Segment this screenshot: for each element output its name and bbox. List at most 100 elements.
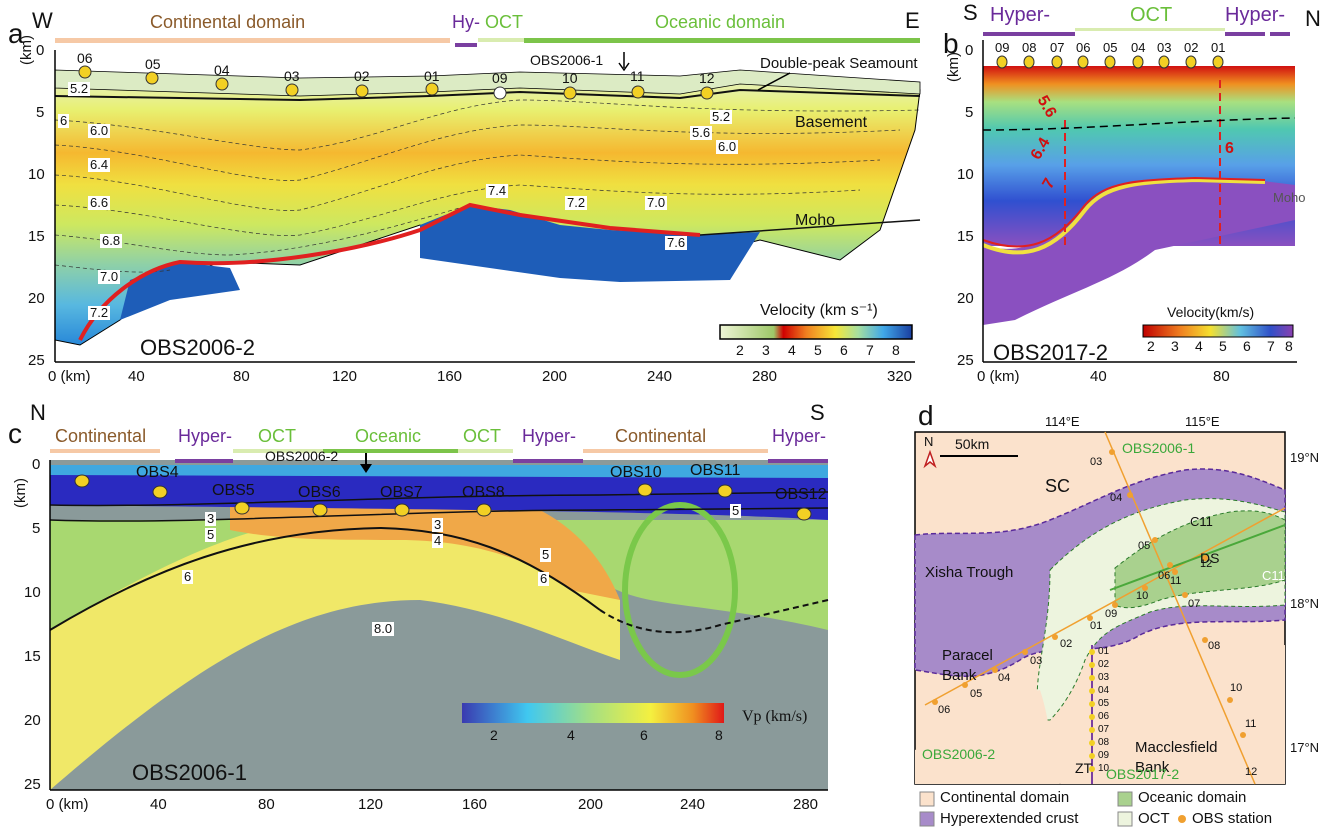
map-station-label: 01: [1090, 620, 1103, 632]
place-paracel-bank: Paracel Bank: [942, 647, 993, 684]
map-station-label: 05: [970, 688, 983, 700]
station-label: OBS7: [380, 484, 423, 501]
map-station-label: 03: [1098, 672, 1110, 683]
seamount-label: Double-peak Seamount: [760, 55, 918, 72]
colorbar-tick: 4: [567, 727, 575, 743]
station-label: OBS10: [610, 464, 662, 481]
place-c11: C11: [1190, 514, 1213, 529]
station-label: OBS8: [462, 484, 505, 501]
x-tick: 240: [647, 368, 673, 385]
x-tick: 160: [437, 368, 463, 385]
place-macclesfield-bank: Macclesfield Bank: [1135, 739, 1218, 776]
colorbar-tick: 6: [1243, 338, 1251, 354]
station-label: 02: [1184, 40, 1199, 55]
y-tick: 5: [32, 520, 41, 537]
station-label: OBS12: [775, 486, 827, 503]
contour-label: 7.4: [486, 183, 509, 198]
map-station-label: 06: [938, 704, 951, 716]
contour-label: 7.2: [565, 195, 588, 210]
panel-b-label: b: [943, 28, 959, 59]
map-station-label: 09: [1098, 750, 1110, 761]
contour-label: 5: [205, 527, 217, 542]
lat-tick: 18°N: [1290, 596, 1320, 611]
colorbar-title: Vp (km/s): [742, 708, 808, 725]
domain-label: OCT: [463, 426, 501, 446]
line-obs2006-1: OBS2006-1: [1122, 440, 1196, 456]
panel-a-graphic: [54, 38, 921, 363]
contour-label: 3: [205, 511, 217, 526]
north-arrow-label: N: [924, 434, 934, 449]
y-tick: 5: [965, 104, 974, 121]
y-tick: 0: [36, 42, 45, 59]
obs2006-2-marker: OBS2006-2: [265, 448, 339, 464]
north-label: N: [1305, 6, 1321, 31]
legend-hyper: Hyperextended crust: [940, 810, 1079, 827]
moho-label: Moho: [1273, 190, 1306, 205]
x-tick: 40: [150, 796, 167, 813]
place-ds: DS: [1200, 550, 1220, 566]
south-label: S: [810, 400, 825, 425]
contour-label: 6: [1225, 140, 1234, 157]
station-label: 06: [77, 50, 93, 66]
x-tick: 40: [128, 368, 145, 385]
south-label: S: [963, 0, 978, 25]
y-tick: 10: [28, 166, 45, 183]
panel-c-label: c: [8, 418, 22, 449]
line-obs2017-2: OBS2017-2: [1106, 766, 1180, 782]
y-tick: 25: [28, 352, 45, 369]
obs2006-1-marker: OBS2006-1: [530, 52, 604, 68]
x-tick: 80: [233, 368, 250, 385]
profile-name: OBS2017-2: [993, 340, 1108, 365]
contour-label: 6: [538, 571, 550, 586]
map-station-label: 10: [1230, 682, 1243, 694]
station-label: OBS4: [136, 464, 179, 481]
map-station-label: 03: [1090, 456, 1103, 468]
contour-label: 6.0: [88, 123, 111, 138]
place-xisha-trough: Xisha Trough: [925, 564, 1014, 581]
map-station-label: 12: [1200, 558, 1213, 570]
y-unit: (km): [945, 52, 962, 82]
east-label: E: [905, 8, 920, 33]
station-label: 01: [424, 68, 440, 84]
colorbar-tick: 8: [892, 342, 900, 358]
north-label: N: [30, 400, 46, 425]
domain-label: Hyper-: [522, 426, 577, 446]
scale-label: 50km: [955, 436, 990, 452]
colorbar-tick: 5: [1219, 338, 1227, 354]
y-tick: 20: [957, 290, 974, 307]
oct-label: OCT: [1130, 4, 1173, 26]
contour-label: 6: [58, 113, 70, 128]
legend-oceanic: Oceanic domain: [1138, 789, 1247, 806]
colorbar-tick: 2: [490, 727, 498, 743]
colorbar-title: Velocity(km/s): [1167, 304, 1255, 320]
x-tick: 120: [332, 368, 358, 385]
panel-d: d 114°E 115°E 19°N 18°N 17°N N 50km SC X…: [900, 400, 1330, 831]
basement-label: Basement: [795, 114, 868, 131]
x-tick: 320: [887, 368, 913, 385]
map-station-label: 11: [1170, 575, 1182, 587]
map-station-label: 07: [1188, 598, 1201, 610]
continental-domain-label: Continental domain: [150, 12, 306, 32]
contour-label: 7.6: [665, 235, 688, 250]
colorbar-tick: 4: [1195, 338, 1203, 354]
legend-oct: OCT: [1138, 810, 1170, 827]
contour-label: 5: [540, 547, 552, 562]
station-label: 05: [145, 56, 161, 72]
x-tick: 200: [542, 368, 568, 385]
contour-label: 6.0: [716, 139, 739, 154]
colorbar-title: Velocity (km s⁻¹): [760, 302, 878, 319]
oceanic-domain-label: Oceanic domain: [655, 12, 786, 32]
contour-label: 6.8: [100, 233, 123, 248]
station-label: 03: [284, 68, 300, 84]
y-tick: 20: [24, 712, 41, 729]
lat-tick: 19°N: [1290, 450, 1320, 465]
station-label: 03: [1157, 40, 1172, 55]
station-label: 09: [492, 70, 508, 86]
line-obs2006-2: OBS2006-2: [922, 746, 996, 762]
panel-d-graphic: [914, 431, 1286, 827]
y-tick: 25: [24, 776, 41, 793]
x-tick: 0 (km): [46, 796, 89, 813]
y-tick: 5: [36, 104, 45, 121]
y-tick: 20: [28, 290, 45, 307]
profile-name: OBS2006-2: [140, 335, 255, 360]
